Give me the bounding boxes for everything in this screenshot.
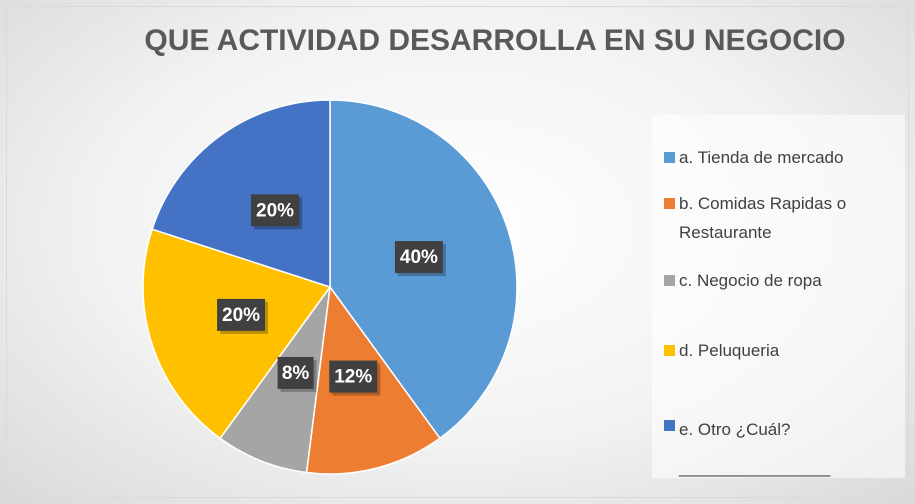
data-label: 20% <box>256 200 294 221</box>
legend: a. Tienda de mercado b. Comidas Rapidas o… <box>652 115 905 478</box>
data-label: 20% <box>222 305 260 326</box>
legend-swatch <box>664 275 675 286</box>
data-label-box <box>217 298 266 331</box>
data-label-box <box>251 194 300 227</box>
data-label: 8% <box>282 363 310 384</box>
legend-item: e. Otro ¿Cuál? ________________ <box>664 411 896 487</box>
legend-item: b. Comidas Rapidas o Restaurante <box>664 189 896 247</box>
data-label: 12% <box>334 367 372 388</box>
pie-slice <box>142 228 332 440</box>
legend-label: b. Comidas Rapidas o Restaurante <box>679 194 847 242</box>
legend-item: a. Tienda de mercado <box>664 143 896 172</box>
legend-label: a. Tienda de mercado <box>679 148 844 167</box>
pie-slice <box>151 99 331 289</box>
legend-label: d. Peluqueria <box>679 341 780 360</box>
legend-swatch <box>664 152 675 163</box>
chart-title: QUE ACTIVIDAD DESARROLLA EN SU NEGOCIO <box>144 24 845 57</box>
data-label-box <box>277 356 314 389</box>
legend-swatch <box>664 345 675 356</box>
pie-slice <box>219 286 331 474</box>
legend-label: c. Negocio de ropa <box>679 271 822 290</box>
data-label-box <box>394 241 443 274</box>
legend-item: c. Negocio de ropa <box>664 266 896 295</box>
legend-swatch <box>664 198 675 209</box>
data-label: 40% <box>400 247 438 268</box>
legend-item: d. Peluqueria <box>664 336 896 365</box>
data-label-box <box>329 360 378 393</box>
legend-label: e. Otro ¿Cuál? ________________ <box>679 420 831 477</box>
chart-border <box>6 6 909 498</box>
legend-swatch <box>664 420 675 431</box>
